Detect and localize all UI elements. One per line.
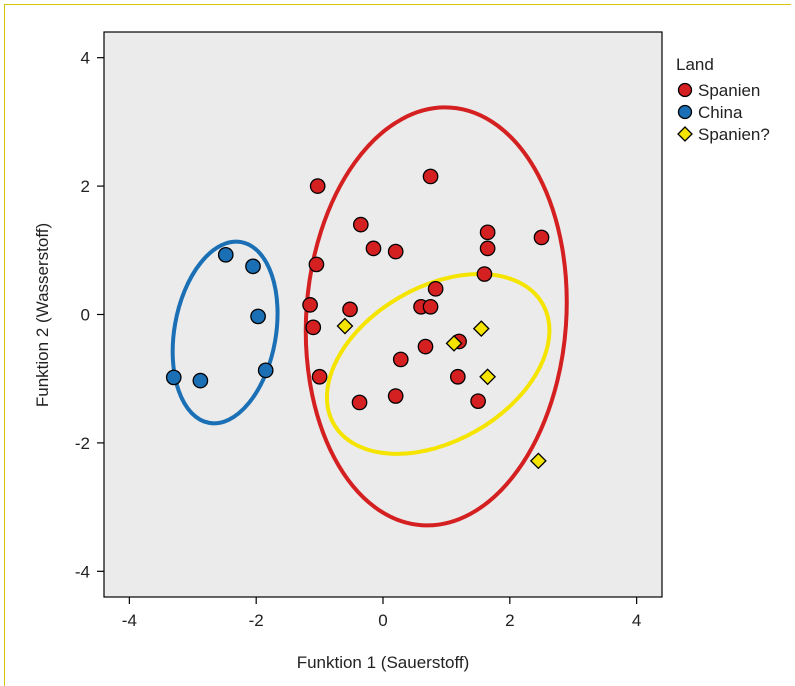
legend: Land Spanien China Spanien? <box>676 55 770 144</box>
point-china <box>250 308 266 325</box>
point-spanien <box>309 178 326 194</box>
point-spanien <box>311 368 328 385</box>
legend-label-spanien: Spanien? <box>698 125 770 144</box>
point-china <box>257 362 274 379</box>
point-spanien <box>302 297 318 313</box>
legend-title: Land <box>676 55 714 74</box>
point-spanien <box>422 298 439 315</box>
x-axis: -4 -2 0 2 4 <box>122 597 641 630</box>
point-spanien <box>352 216 369 233</box>
point-spanien <box>472 320 490 338</box>
point-spanien <box>392 351 409 368</box>
ellipse-spanien <box>324 272 552 456</box>
legend-marker-spanien <box>677 126 693 142</box>
point-spanien <box>445 334 463 352</box>
legend-label-spanien: Spanien <box>698 81 760 100</box>
x-tick-label: 0 <box>378 611 387 630</box>
point-spanien <box>533 229 550 246</box>
point-spanien <box>479 224 496 241</box>
point-spanien <box>479 368 497 386</box>
point-spanien <box>470 393 486 410</box>
point-spanien <box>479 240 496 257</box>
point-spanien <box>308 256 325 273</box>
point-spanien <box>305 319 322 336</box>
x-tick-label: 2 <box>505 611 514 630</box>
point-spanien <box>449 368 466 385</box>
data-points <box>165 168 550 470</box>
point-china <box>245 258 261 275</box>
point-spanien <box>427 280 444 297</box>
legend-marker-china <box>677 104 693 120</box>
point-spanien <box>417 338 434 355</box>
chart-frame <box>4 4 791 686</box>
plot-area <box>103 31 663 598</box>
legend-marker-spanien <box>677 82 693 98</box>
point-china <box>217 246 234 263</box>
y-tick-label: 0 <box>81 306 90 325</box>
point-spanien <box>529 452 547 470</box>
ellipse-china <box>170 239 280 426</box>
point-china <box>192 372 209 389</box>
x-tick-label: -2 <box>249 611 264 630</box>
point-spanien <box>351 394 368 411</box>
y-tick-label: 4 <box>81 49 90 68</box>
point-china <box>165 369 182 386</box>
y-axis-title: Funktion 2 (Wasserstoff) <box>33 223 52 407</box>
point-spanien <box>336 317 354 335</box>
y-tick-label: -4 <box>75 562 90 581</box>
y-tick-label: -2 <box>75 434 90 453</box>
point-spanien <box>422 168 439 185</box>
y-tick-label: 2 <box>81 177 90 196</box>
y-axis: -4 -2 0 2 4 <box>75 49 104 581</box>
legend-label-china: China <box>698 103 743 122</box>
point-spanien <box>342 301 358 318</box>
x-axis-title: Funktion 1 (Sauerstoff) <box>297 653 470 672</box>
x-tick-label: -4 <box>122 611 137 630</box>
x-tick-label: 4 <box>632 611 641 630</box>
point-spanien <box>387 388 404 404</box>
point-spanien <box>476 266 493 282</box>
point-spanien <box>365 240 382 257</box>
point-spanien <box>387 243 404 260</box>
